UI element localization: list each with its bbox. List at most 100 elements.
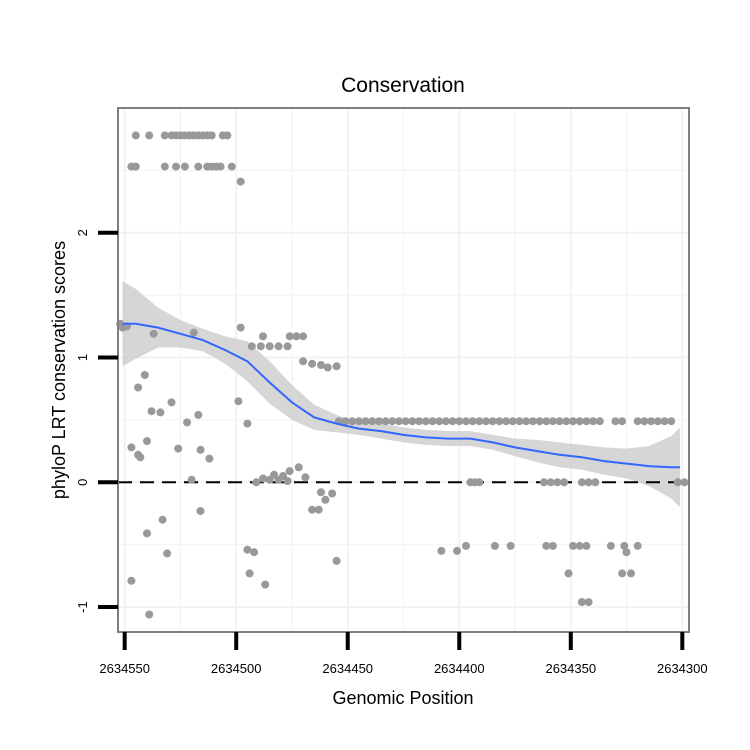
data-point [131,131,140,140]
data-point [415,417,424,426]
data-point [299,332,308,341]
data-point [622,548,631,557]
data-point [247,342,256,351]
data-point [158,515,167,524]
data-point [127,576,136,585]
data-point [555,417,564,426]
data-point [317,361,325,369]
y-tick-label: -1 [75,601,90,613]
data-point [620,541,629,550]
data-point [584,598,593,607]
data-point [250,548,259,557]
data-point [680,478,689,487]
data-point [542,417,551,426]
data-point [522,417,531,426]
data-point [174,444,183,453]
data-point [448,417,457,426]
data-point [618,417,627,426]
data-point [234,397,243,406]
data-point [633,541,642,550]
data-point [299,357,308,366]
data-point [332,362,341,371]
y-axis-title: phyloP LRT conservation scores [49,241,69,499]
x-tick-label: 2634350 [545,661,596,676]
data-point [564,569,573,578]
data-point [243,545,252,554]
data-point [577,598,586,607]
data-point [147,407,156,416]
data-point [462,417,470,426]
data-point [548,541,557,550]
data-point [127,443,136,452]
data-point [223,131,232,140]
x-tick-label: 2634400 [434,661,485,676]
data-point [160,162,169,171]
data-point [495,417,504,426]
x-tick-label: 2634450 [322,661,373,676]
data-point [375,417,383,426]
data-point [131,162,140,171]
data-point [441,417,450,426]
data-point [577,478,586,487]
data-point [361,417,370,426]
data-point [582,541,591,550]
data-point [582,417,591,426]
data-point [506,541,515,550]
data-point [283,477,292,485]
data-point [548,417,557,426]
data-point [528,417,537,426]
grid-layer [118,108,689,632]
data-point [189,328,198,337]
data-point [136,453,145,462]
data-point [540,478,548,487]
data-point [515,417,524,426]
data-point [401,417,410,426]
data-point [395,417,403,426]
plot-frame [117,107,690,633]
y-tick-label: 2 [75,229,90,236]
data-point [640,417,649,426]
data-point [475,417,484,426]
data-point [292,332,301,341]
data-point [381,417,390,426]
data-point [627,569,635,578]
data-point [633,417,642,426]
axes-layer: 2634550 2634500 2634450 2634400 2634350 26343… [75,229,708,676]
data-point [187,475,196,484]
data-point [207,131,216,140]
smooth-line-layer [122,322,681,469]
confidence-ribbon-layer [122,281,681,508]
data-point [163,549,172,558]
chart-title: Conservation [341,74,465,97]
data-point [660,417,669,426]
data-point [285,467,294,476]
data-point [332,556,341,565]
data-point [194,410,203,419]
data-point [149,329,158,338]
data-point [475,478,484,487]
data-point [435,417,444,426]
data-point [236,323,245,332]
data-point [294,463,303,472]
data-point [308,359,317,368]
data-point [421,417,430,426]
smooth-trend-line [122,322,681,469]
data-point [569,541,577,550]
x-tick-label: 2634500 [211,661,262,676]
data-point [542,541,551,550]
data-point [584,478,593,487]
data-point [274,342,283,351]
data-point [196,507,205,515]
data-point [180,162,189,171]
data-point [667,417,676,426]
data-point [301,473,310,482]
data-point [145,610,154,619]
data-point [437,546,446,555]
data-point [673,478,682,487]
data-point [259,474,267,483]
data-point [408,417,417,426]
data-point [196,445,205,454]
data-point [575,541,584,550]
data-point [160,131,169,140]
